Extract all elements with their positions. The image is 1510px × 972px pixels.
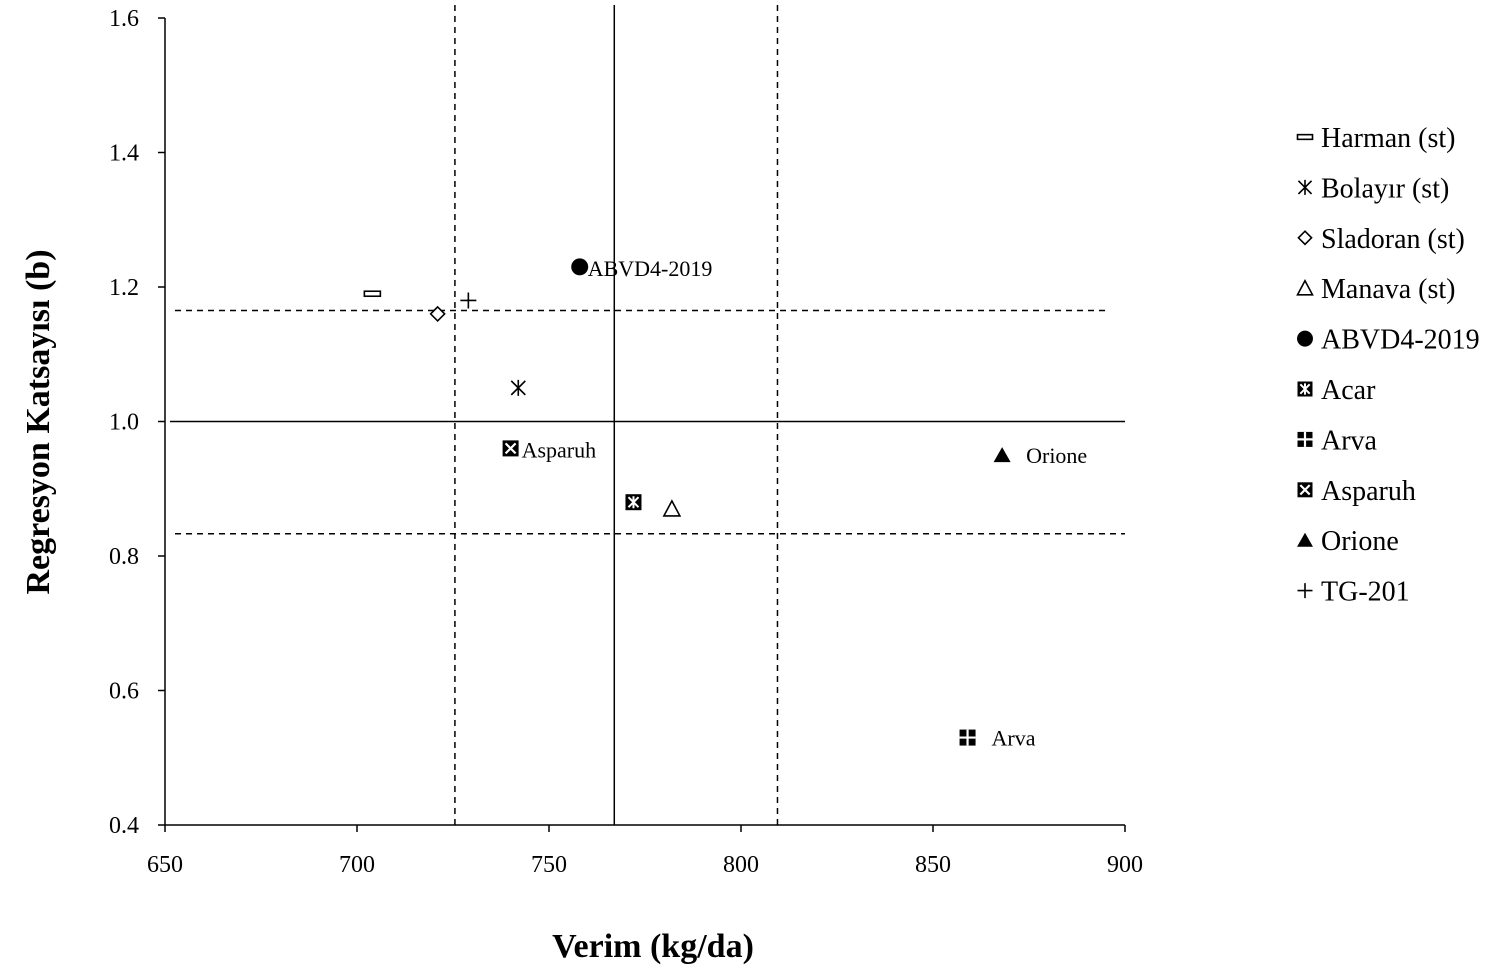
y-axis-ticks: 0.4 0.6 0.8 1.0 1.2 1.4 1.6: [109, 6, 165, 839]
legend-marker-orione: [1297, 532, 1313, 547]
y-tick-label: 0.4: [109, 813, 139, 839]
point-label-arva: Arva: [992, 726, 1036, 751]
y-tick-label: 1.4: [109, 141, 139, 167]
legend-label-tg-201: TG-201: [1321, 577, 1410, 608]
legend-label-asparuh: Asparuh: [1321, 476, 1416, 507]
legend-label-abvd4-2019: ABVD4-2019: [1321, 325, 1480, 356]
legend-marker-asparuh: [1297, 482, 1313, 498]
legend-marker-tg-201: [1297, 583, 1313, 599]
legend-marker-arva: [1297, 431, 1313, 447]
point-tg-201: [460, 292, 477, 309]
point-label-orione: Orione: [1026, 443, 1087, 468]
legend-label-bolay-r-st: Bolayır (st): [1321, 173, 1449, 204]
x-axis-ticks: 650 700 750 800 850 900: [147, 825, 1143, 878]
x-tick-label: 850: [915, 852, 951, 878]
x-tick-label: 650: [147, 852, 183, 878]
legend-label-acar: Acar: [1321, 375, 1376, 406]
point-orione: [993, 447, 1011, 463]
y-tick-label: 1.0: [109, 410, 139, 436]
x-tick-label: 900: [1107, 852, 1143, 878]
point-label-abvd4-2019: ABVD4-2019: [588, 256, 713, 281]
point-acar: [625, 494, 642, 511]
legend-marker-sladoran-st: [1297, 230, 1313, 246]
legend-label-sladoran-st: Sladoran (st): [1321, 224, 1465, 255]
legend-label-orione: Orione: [1321, 526, 1399, 557]
point-sladoran-st: [429, 305, 446, 323]
y-axis-title: Regresyon Katsayısı (b): [20, 249, 57, 594]
point-asparuh: [502, 440, 519, 457]
legend-marker-acar: [1297, 381, 1313, 397]
x-tick-label: 700: [339, 852, 375, 878]
x-tick-label: 800: [723, 852, 759, 878]
legend: Harman (st) Bolayır (st) Sladoran (st) Mana…: [1296, 123, 1480, 608]
legend-marker-manava-st: [1296, 279, 1314, 296]
legend-marker-abvd4-2019: [1297, 330, 1313, 347]
point-bolay-r-st: [510, 379, 526, 396]
point-manava-st: [662, 499, 682, 517]
point-arva: [959, 729, 976, 746]
legend-marker-bolay-r-st: [1297, 179, 1313, 195]
reference-lines: [170, 5, 1125, 825]
point-harman-st: [363, 290, 382, 298]
y-tick-label: 1.6: [109, 6, 139, 32]
point-abvd4-2019: [571, 258, 589, 276]
x-tick-label: 750: [531, 852, 567, 878]
legend-label-manava-st: Manava (st): [1321, 274, 1456, 305]
data-points: ABVD4-2019 Arva Asparuh Orione: [363, 256, 1087, 751]
legend-label-arva: Arva: [1321, 425, 1378, 456]
legend-marker-harman-st: [1296, 133, 1314, 141]
x-axis-title: Verim (kg/da): [552, 928, 754, 965]
y-tick-label: 0.8: [109, 544, 139, 570]
y-tick-label: 0.6: [109, 679, 139, 705]
legend-label-harman-st: Harman (st): [1321, 123, 1456, 154]
point-label-asparuh: Asparuh: [522, 437, 597, 462]
y-tick-label: 1.2: [109, 275, 139, 301]
